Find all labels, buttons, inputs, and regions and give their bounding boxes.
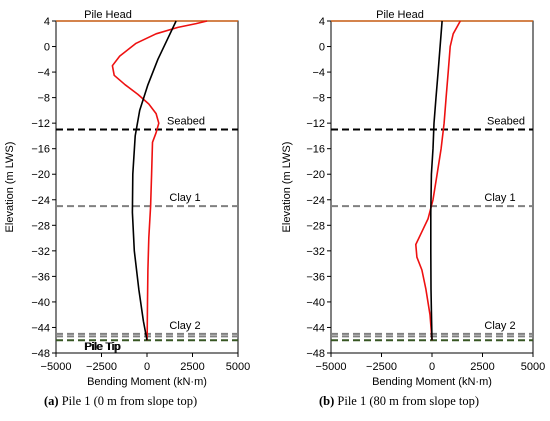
x-tick-label: 0 — [144, 361, 150, 373]
y-axis-label: Elevation (m LWS) — [281, 142, 293, 233]
y-tick-label: −8 — [37, 93, 50, 105]
y-tick-label: 4 — [44, 16, 50, 28]
y-tick-label: −20 — [306, 169, 325, 181]
y-tick-label: 0 — [44, 42, 50, 54]
clay-1-label: Clay 1 — [169, 192, 200, 204]
pile-head-label: Pile Head — [84, 9, 132, 21]
y-tick-label: −28 — [31, 220, 50, 232]
y-tick-label: −24 — [31, 195, 50, 207]
x-tick-label: −2500 — [366, 361, 397, 373]
pile-tip-label: Pile Tip — [84, 341, 120, 353]
x-tick-label: 2500 — [180, 361, 204, 373]
seabed-label: Seabed — [167, 116, 205, 128]
x-tick-label: 2500 — [470, 361, 494, 373]
black-series-line — [430, 20, 443, 341]
y-tick-label: −40 — [31, 297, 50, 309]
y-tick-label: −8 — [312, 93, 325, 105]
y-tick-label: −12 — [31, 118, 50, 130]
y-tick-label: −4 — [37, 67, 50, 79]
y-tick-label: −4 — [312, 67, 325, 79]
clay-1-label: Clay 1 — [484, 192, 515, 204]
red-series-line — [111, 20, 208, 341]
y-tick-label: 0 — [319, 42, 325, 54]
x-tick-label: −5000 — [316, 361, 347, 373]
x-tick-label: 0 — [429, 361, 435, 373]
y-tick-label: 4 — [319, 16, 325, 28]
caption-b-label: (b) — [319, 394, 335, 408]
caption-b: (b) Pile 1 (80 m from slope top) — [319, 394, 479, 409]
red-series-line — [415, 20, 461, 341]
x-tick-label: 5000 — [226, 361, 250, 373]
x-tick-label: 5000 — [521, 361, 545, 373]
pile-tip-label: Pile Tip — [85, 341, 121, 353]
caption-a-text: Pile 1 (0 m from slope top) — [61, 394, 198, 408]
y-tick-label: −16 — [31, 144, 50, 156]
x-tick-label: −2500 — [86, 361, 117, 373]
y-tick-label: −24 — [306, 195, 325, 207]
pile-head-label: Pile Head — [376, 9, 424, 21]
y-tick-label: −48 — [31, 348, 50, 360]
caption-b-text: Pile 1 (80 m from slope top) — [337, 394, 480, 408]
caption-a-label: (a) — [44, 394, 59, 408]
clay-2-label: Clay 2 — [169, 320, 200, 332]
y-tick-label: −40 — [306, 297, 325, 309]
y-tick-label: −16 — [306, 144, 325, 156]
x-axis-label: Bending Moment (kN·m) — [87, 376, 207, 388]
y-axis-label: Elevation (m LWS) — [4, 142, 16, 233]
y-tick-label: −32 — [306, 246, 325, 258]
y-tick-label: −36 — [31, 271, 50, 283]
y-tick-label: −20 — [31, 169, 50, 181]
x-axis-label: Bending Moment (kN·m) — [372, 376, 492, 388]
y-tick-label: −28 — [306, 220, 325, 232]
y-tick-label: −32 — [31, 246, 50, 258]
y-tick-label: −44 — [306, 322, 325, 334]
seabed-label: Seabed — [487, 116, 525, 128]
x-tick-label: −5000 — [41, 361, 72, 373]
y-tick-label: −48 — [306, 348, 325, 360]
black-series-line — [131, 20, 177, 341]
y-tick-label: −12 — [306, 118, 325, 130]
y-tick-label: −44 — [31, 322, 50, 334]
caption-a: (a) Pile 1 (0 m from slope top) — [44, 394, 197, 409]
clay-2-label: Clay 2 — [484, 320, 515, 332]
chart-panel-b: 4 0 −4 −8 −12 −16 −20 −24 −28 −32 −36 −40 −44 −48−500… — [84, 9, 545, 388]
y-tick-label: −36 — [306, 271, 325, 283]
chart-panel-a: 4 0 −4 −8 −12 −16 −20 −24 −28 −32 −36 −40 −44 −48−500… — [4, 9, 250, 388]
